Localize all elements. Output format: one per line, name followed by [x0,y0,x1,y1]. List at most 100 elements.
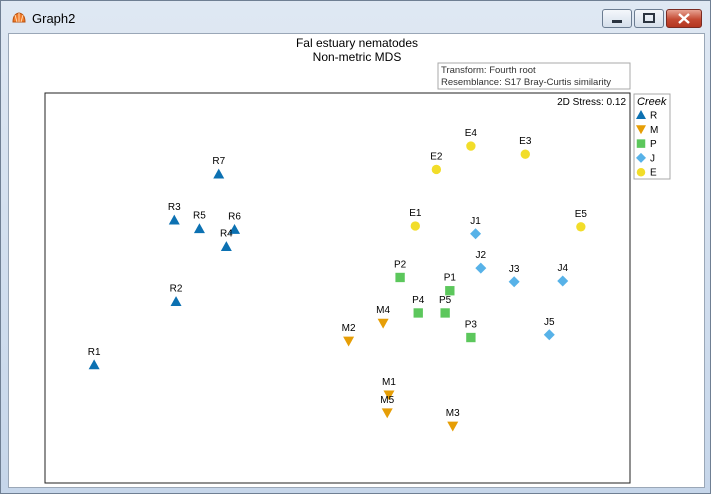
minimize-icon [612,20,622,23]
stress-label: 2D Stress: 0.12 [557,97,626,108]
data-point-m4: M4 [376,305,391,329]
point-marker [413,308,423,318]
data-point-e5: E5 [575,209,587,232]
close-icon [678,13,690,24]
point-label: R7 [212,156,225,167]
data-point-r7: R7 [212,156,226,179]
title-bar[interactable]: Graph2 [1,1,710,33]
data-point-r5: R5 [193,211,206,234]
point-marker [168,214,180,225]
minimize-button[interactable] [602,9,632,28]
chart-title: Fal estuary nematodes [296,36,418,50]
data-point-r2: R2 [170,284,183,307]
data-point-j1: J1 [470,216,481,240]
info-resemblance: Resemblance: S17 Bray-Curtis similarity [441,77,611,88]
point-label: J4 [557,263,568,274]
point-marker [377,318,389,329]
legend-marker [636,125,646,135]
legend-marker [636,152,646,163]
legend-label: J [650,153,655,164]
point-label: J3 [509,264,520,275]
legend-label: E [650,168,657,179]
point-marker [193,223,205,234]
point-marker [447,421,459,432]
graph-canvas: Fal estuary nematodes Non-metric MDS Tra… [8,33,705,488]
point-label: P5 [439,295,452,306]
data-point-m5: M5 [380,395,395,419]
point-marker [466,141,476,151]
point-label: M1 [382,377,396,388]
point-marker [445,286,455,296]
point-label: J5 [544,317,555,328]
legend-entry-r: R [636,110,657,122]
point-marker [440,308,450,318]
point-marker [475,262,487,274]
point-label: P2 [394,259,407,270]
point-marker [410,221,420,231]
point-label: R6 [228,212,241,223]
legend-label: M [650,125,658,136]
point-label: R4 [220,229,233,240]
legend-entry-p: P [636,139,657,150]
point-marker [88,359,100,370]
close-button[interactable] [666,9,702,28]
point-label: J1 [470,216,481,227]
legend-entry-e: E [636,168,657,179]
point-label: M3 [446,408,460,419]
maximize-button[interactable] [634,9,664,28]
data-point-j4: J4 [557,263,568,287]
point-marker [383,390,395,401]
data-point-e2: E2 [430,151,443,175]
data-point-j5: J5 [543,317,555,341]
legend-label: P [650,139,657,150]
point-label: E3 [519,136,532,147]
data-point-p2: P2 [394,259,407,283]
point-marker [170,296,182,307]
point-marker [470,228,482,240]
point-marker [520,149,530,159]
data-point-j2: J2 [475,250,487,274]
point-label: M5 [380,395,394,406]
data-point-j3: J3 [508,264,520,288]
data-point-p1: P1 [444,273,457,296]
legend-marker [636,110,646,119]
info-box [437,62,631,90]
data-point-r4: R4 [220,229,233,252]
points-layer: R7 R3 R5 R6 R4 R2 R1 M4 M2 M1 M5 M3 P2 P1 P4 P5 P3 J1 J2 J3… [88,128,587,432]
window-title: Graph2 [32,11,76,26]
app-icon [12,12,26,23]
legend-label: R [650,111,657,122]
point-marker [213,168,225,179]
legend-entry-m: M [636,125,658,136]
data-point-r6: R6 [228,212,241,234]
point-label: R1 [88,347,101,358]
legend-marker [636,139,646,148]
point-label: E4 [465,128,478,139]
point-label: P4 [412,295,425,306]
chart-subtitle: Non-metric MDS [313,50,402,64]
legend-entry-j: J [636,152,655,164]
point-label: E1 [409,208,422,219]
point-marker [557,275,569,287]
data-point-e4: E4 [465,128,478,151]
legend-box [633,93,671,180]
point-label: E2 [430,151,443,162]
legend-title: Creek [637,96,667,108]
point-marker [381,408,393,419]
data-point-e3: E3 [519,136,532,159]
point-marker [431,164,442,175]
maximize-icon [643,13,655,23]
point-label: M4 [376,305,390,316]
data-point-m3: M3 [446,408,460,432]
point-marker [343,336,355,347]
point-label: R3 [168,202,181,213]
point-marker [543,329,555,341]
point-marker [576,222,586,232]
point-label: P1 [444,273,457,284]
point-marker [508,276,520,288]
data-point-m1: M1 [382,377,396,401]
data-point-r3: R3 [168,202,181,225]
